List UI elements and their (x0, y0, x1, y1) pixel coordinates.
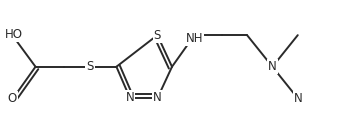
Text: N: N (294, 92, 303, 105)
Text: N: N (126, 91, 135, 104)
Text: NH: NH (186, 32, 203, 45)
Text: S: S (154, 29, 161, 42)
Text: S: S (86, 60, 94, 73)
Text: O: O (8, 92, 17, 105)
Text: N: N (268, 60, 277, 73)
Text: HO: HO (5, 28, 23, 41)
Text: N: N (153, 91, 162, 104)
